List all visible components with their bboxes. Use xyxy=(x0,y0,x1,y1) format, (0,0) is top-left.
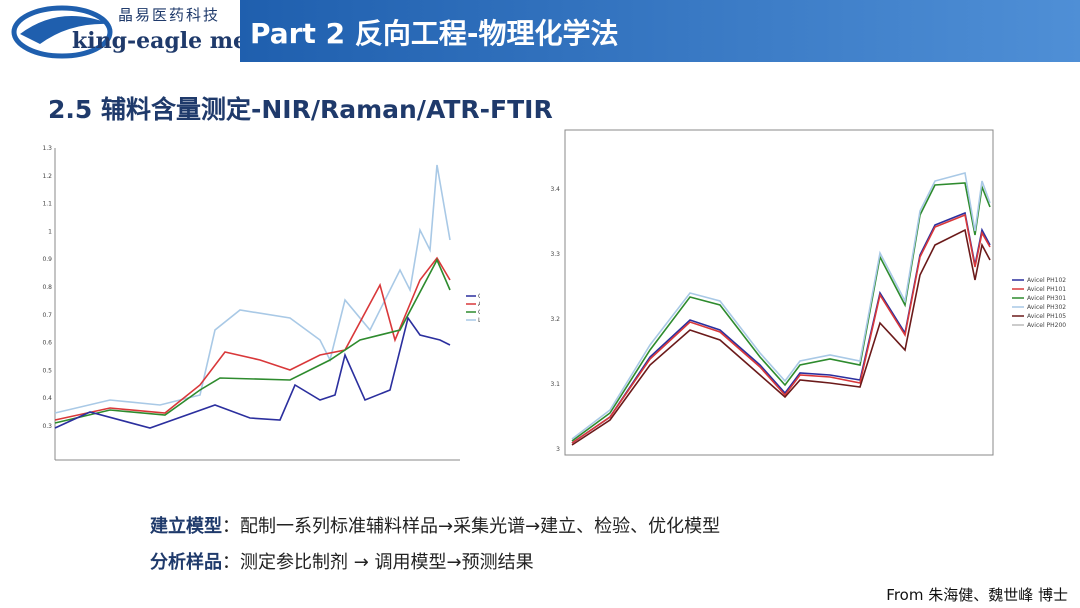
legend-label: Avicel PH301 xyxy=(1027,295,1066,302)
y-tick-label: 0.7 xyxy=(42,312,52,319)
note-text: ：测定参比制剂 → 调用模型→预测结果 xyxy=(222,552,534,573)
y-tick-label: 3 xyxy=(556,446,560,453)
note: 分析样品：测定参比制剂 → 调用模型→预测结果 xyxy=(150,548,534,574)
y-tick-label: 3.4 xyxy=(550,186,560,193)
left-spectrum: 1.3 1.2 1.1 1 0.9 0.8 0.7 0.6 0.5 0.4 0.3 CRUSPOVID… xyxy=(42,145,480,461)
title: Part 2 反向工程-物理化学法 xyxy=(250,17,619,50)
logo-cn: 晶易医药科技 xyxy=(118,6,221,24)
legend-label: Avicel PH302 xyxy=(1027,304,1066,311)
y-tick-label: 1.1 xyxy=(42,201,52,208)
legend-label: Anhydrous Lactose xyxy=(478,301,480,308)
y-tick-label: 0.6 xyxy=(42,340,52,347)
y-tick-label: 1.2 xyxy=(42,173,52,180)
note: 建立模型：配制一系列标准辅料样品→采集光谱→建立、检验、优化模型 xyxy=(150,512,720,538)
legend-label: CRUSPOVIDONE xyxy=(478,293,480,300)
y-tick-label: 0.4 xyxy=(42,395,52,402)
footer: From 朱海健、魏世峰 博士 xyxy=(886,586,1068,604)
y-tick-label: 0.3 xyxy=(42,423,52,430)
y-tick-label: 0.9 xyxy=(42,256,52,263)
logo-mark xyxy=(11,5,113,59)
y-tick-label: 0.8 xyxy=(42,284,52,291)
note-label: 分析样品 xyxy=(150,552,222,573)
legend-label: Avicel PH101 xyxy=(1027,286,1066,293)
y-tick-label: 3.3 xyxy=(550,251,560,258)
note-text: ：配制一系列标准辅料样品→采集光谱→建立、检验、优化模型 xyxy=(222,516,721,537)
header-bar xyxy=(240,0,1080,62)
y-tick-label: 3.2 xyxy=(550,316,560,323)
logo-en: king-eagle med xyxy=(72,28,263,54)
y-tick-label: 1 xyxy=(48,228,52,235)
legend-label: Croscarmellose sod xyxy=(478,309,480,316)
y-tick-label: 3.1 xyxy=(550,381,560,388)
legend-label: Avicel PH105 xyxy=(1027,313,1066,320)
legend-label: Avicel PH200 xyxy=(1027,322,1066,329)
y-tick-label: 0.5 xyxy=(42,367,52,374)
legend-label: Avicel PH102 xyxy=(1027,277,1066,284)
subtitle: 2.5 辅料含量测定-NIR/Raman/ATR-FTIR xyxy=(48,95,553,124)
y-tick-label: 1.3 xyxy=(42,145,52,152)
note-label: 建立模型 xyxy=(150,516,222,537)
legend-label: Lactose Mono xyxy=(478,317,480,324)
right-spectrum: 3.4 3.3 3.2 3.1 3 Avicel PH102 Avicel PH101 Avi… xyxy=(550,129,1066,456)
